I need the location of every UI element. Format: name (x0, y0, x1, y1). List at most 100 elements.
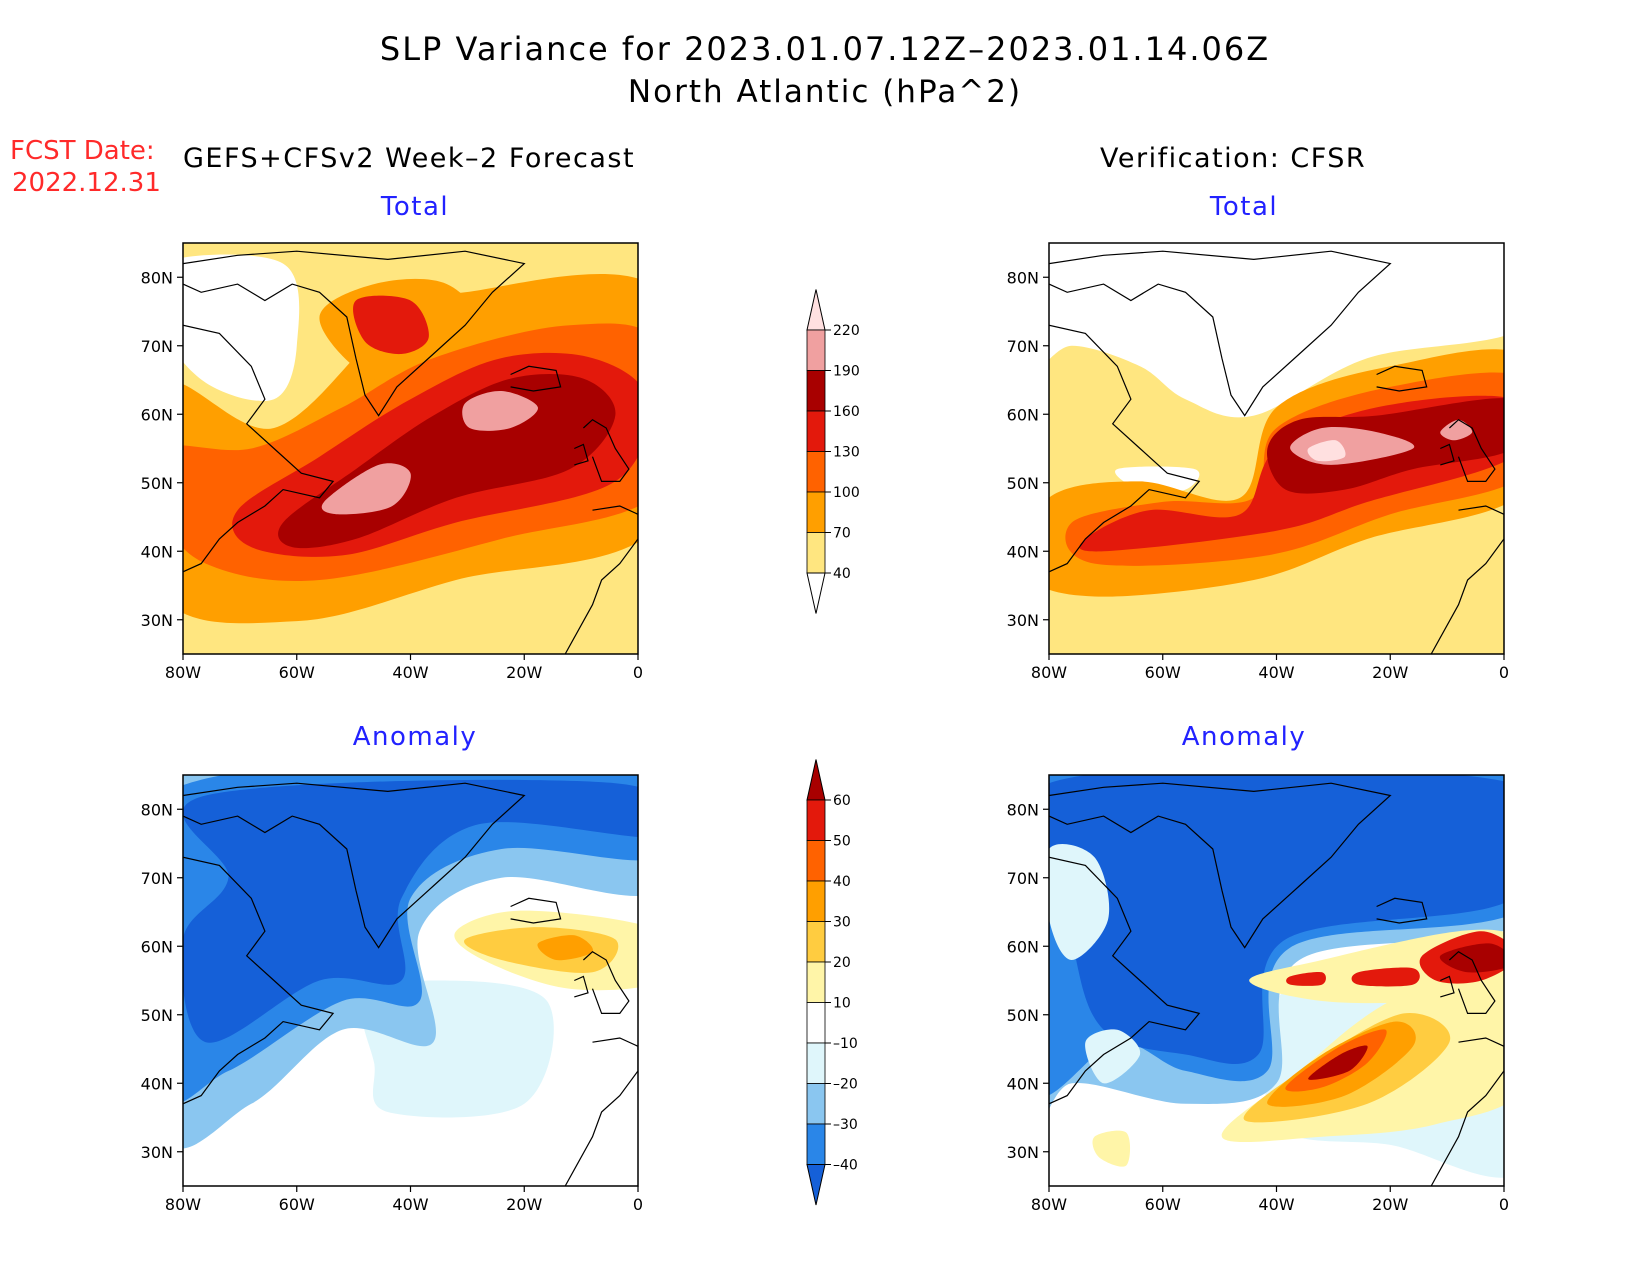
y-tick-label: 60N (1007, 405, 1039, 424)
y-tick-label: 30N (1007, 611, 1039, 630)
colorbar-segment (806, 532, 826, 574)
colorbar-top-arrow (806, 759, 826, 801)
panel-title-forecast-anomaly: Anomaly (352, 722, 478, 752)
x-tick-label: 40W (1258, 1195, 1294, 1214)
forecast-anomaly-field (183, 775, 638, 1186)
y-tick-label: 80N (1007, 268, 1039, 287)
y-tick-label: 70N (1007, 869, 1039, 888)
chart-subtitle: North Atlantic (hPa^2) (627, 74, 1023, 110)
colorbar-segment (806, 1123, 826, 1165)
coastline (1049, 250, 1504, 654)
y-tick-label: 30N (141, 1143, 173, 1162)
colorbar-top-arrow (806, 289, 826, 331)
y-tick-label: 80N (141, 268, 173, 287)
y-tick-label: 50N (141, 474, 173, 493)
colorbar-label: 40 (833, 874, 851, 890)
x-tick-label: 0 (633, 663, 643, 682)
y-tick-label: 60N (141, 937, 173, 956)
panel-title-verification-total: Total (1209, 192, 1279, 222)
y-tick-label: 50N (1007, 1006, 1039, 1025)
y-tick-label: 40N (1007, 542, 1039, 561)
coastline (183, 782, 638, 1186)
x-tick-label: 0 (1499, 663, 1509, 682)
y-tick-label: 30N (1007, 1143, 1039, 1162)
x-tick-label: 0 (633, 1195, 643, 1214)
colorbar-label: –20 (833, 1077, 858, 1093)
colorbar-segment (806, 799, 826, 841)
colorbar-segment (806, 451, 826, 493)
y-tick-label: 40N (141, 1074, 173, 1093)
x-tick-label: 60W (279, 663, 315, 682)
coastline (1049, 782, 1504, 1186)
x-tick-label: 60W (279, 1195, 315, 1214)
y-tick-label: 70N (141, 337, 173, 356)
verification-header: Verification: CFSR (1100, 143, 1367, 174)
forecast-date-value: 2022.12.31 (12, 168, 161, 198)
colorbar-label: 60 (833, 793, 851, 809)
colorbar-label: 160 (833, 404, 860, 420)
colorbar-label: –10 (833, 1036, 858, 1052)
x-tick-label: 80W (165, 663, 201, 682)
x-tick-label: 20W (1372, 663, 1408, 682)
colorbar-segment (806, 880, 826, 922)
verification-anomaly-field (1049, 775, 1504, 1186)
y-tick-label: 70N (141, 869, 173, 888)
x-tick-label: 20W (506, 663, 542, 682)
x-tick-label: 40W (392, 1195, 428, 1214)
colorbar-anomaly: –40 –30 –20 –10 10 20 30 40 50 60 (806, 759, 858, 1206)
colorbar-label: 40 (833, 566, 851, 582)
y-tick-label: 80N (1007, 800, 1039, 819)
colorbar-segment (806, 961, 826, 1003)
panel-title-verification-anomaly: Anomaly (1181, 722, 1307, 752)
y-tick-label: 50N (141, 1006, 173, 1025)
x-tick-label: 40W (1258, 663, 1294, 682)
colorbar-segment (806, 410, 826, 452)
colorbar-label: 20 (833, 955, 851, 971)
x-tick-label: 80W (165, 1195, 201, 1214)
y-tick-label: 40N (1007, 1074, 1039, 1093)
colorbar-segment (806, 840, 826, 882)
colorbar-segment (806, 921, 826, 963)
y-tick-label: 70N (1007, 337, 1039, 356)
colorbar-label: 130 (833, 445, 860, 461)
colorbar-label: –40 (833, 1158, 858, 1174)
panel-title-forecast-total: Total (380, 192, 450, 222)
colorbar-segment (806, 1083, 826, 1125)
coastline (183, 250, 638, 654)
verification-total-field (1049, 243, 1504, 654)
chart-title: SLP Variance for 2023.01.07.12Z–2023.01.… (379, 30, 1271, 68)
colorbar-label: 190 (833, 364, 860, 380)
x-tick-label: 20W (506, 1195, 542, 1214)
x-tick-label: 60W (1145, 663, 1181, 682)
colorbar-segment (806, 329, 826, 371)
colorbar-bottom-arrow (806, 1164, 826, 1206)
y-tick-label: 30N (141, 611, 173, 630)
colorbar-label: –30 (833, 1117, 858, 1133)
x-tick-label: 60W (1145, 1195, 1181, 1214)
colorbar-segment (806, 370, 826, 412)
colorbar-total: 40 70 100 130 160 190 220 (806, 289, 860, 614)
x-tick-label: 20W (1372, 1195, 1408, 1214)
x-tick-label: 80W (1031, 1195, 1067, 1214)
colorbar-label: 70 (833, 526, 851, 542)
colorbar-segment (806, 1042, 826, 1084)
y-tick-label: 50N (1007, 474, 1039, 493)
colorbar-label: 100 (833, 485, 860, 501)
colorbar-label: 10 (833, 996, 851, 1012)
x-tick-label: 80W (1031, 663, 1067, 682)
colorbar-label: 50 (833, 834, 851, 850)
y-tick-label: 60N (141, 405, 173, 424)
forecast-total-field (183, 243, 638, 654)
colorbar-segment (806, 491, 826, 533)
y-tick-label: 40N (141, 542, 173, 561)
y-tick-label: 60N (1007, 937, 1039, 956)
y-tick-label: 80N (141, 800, 173, 819)
forecast-header: GEFS+CFSv2 Week–2 Forecast (183, 143, 636, 174)
colorbar-bottom-arrow (806, 572, 826, 614)
colorbar-label: 30 (833, 915, 851, 931)
x-tick-label: 0 (1499, 1195, 1509, 1214)
forecast-date-label: FCST Date: (10, 136, 155, 166)
x-tick-label: 40W (392, 663, 428, 682)
colorbar-label: 220 (833, 323, 860, 339)
